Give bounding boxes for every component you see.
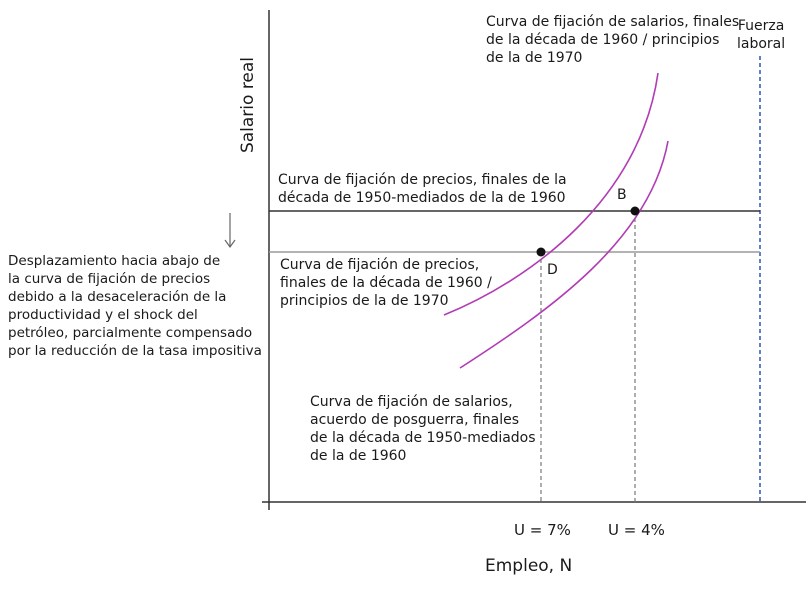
wage-curve-late60s xyxy=(443,72,659,316)
price-curve-new-label: Curva de fijación de precios, finales de… xyxy=(280,257,492,309)
shift-down-arrow-icon xyxy=(224,213,236,249)
point-d-label: D xyxy=(547,262,558,278)
point-b-marker xyxy=(630,206,640,216)
labor-force-label: Fuerza laboral xyxy=(737,18,786,52)
shift-note: Desplazamiento hacia abajo de la curva d… xyxy=(8,253,262,359)
price-curve-old-label: Curva de fijación de precios, finales de… xyxy=(278,172,567,206)
tick-label-u4: U = 4% xyxy=(608,521,665,539)
y-axis-title: Salario real xyxy=(238,56,258,154)
wage-curve-postwar-label: Curva de fijación de salarios, acuerdo d… xyxy=(310,394,536,464)
point-d-marker xyxy=(536,247,546,257)
x-axis-title: Empleo, N xyxy=(485,556,573,576)
wage-curve-late60s-label: Curva de fijación de salarios, finales d… xyxy=(486,14,740,66)
wage-curve-postwar xyxy=(459,140,669,369)
point-b-label: B xyxy=(617,187,627,203)
tick-label-u7: U = 7% xyxy=(514,521,571,539)
